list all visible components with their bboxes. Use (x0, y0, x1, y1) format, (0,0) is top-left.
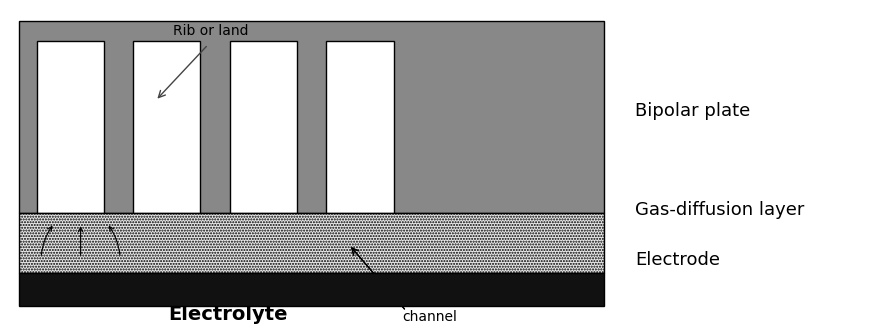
Text: Bipolar plate: Bipolar plate (635, 102, 751, 120)
Text: channel: channel (402, 310, 457, 324)
Bar (19, 21, 604, 213)
Bar (19, 273, 604, 306)
Bar (230, 41, 297, 213)
Bar (133, 41, 200, 213)
Bar (327, 41, 394, 213)
Bar (19, 213, 604, 273)
Text: Rib or land: Rib or land (173, 24, 248, 38)
Text: Electrode: Electrode (635, 251, 721, 269)
Text: Electrolyte: Electrolyte (169, 305, 288, 324)
Text: Gas-diffusion layer: Gas-diffusion layer (635, 201, 804, 219)
Bar (36, 41, 104, 213)
